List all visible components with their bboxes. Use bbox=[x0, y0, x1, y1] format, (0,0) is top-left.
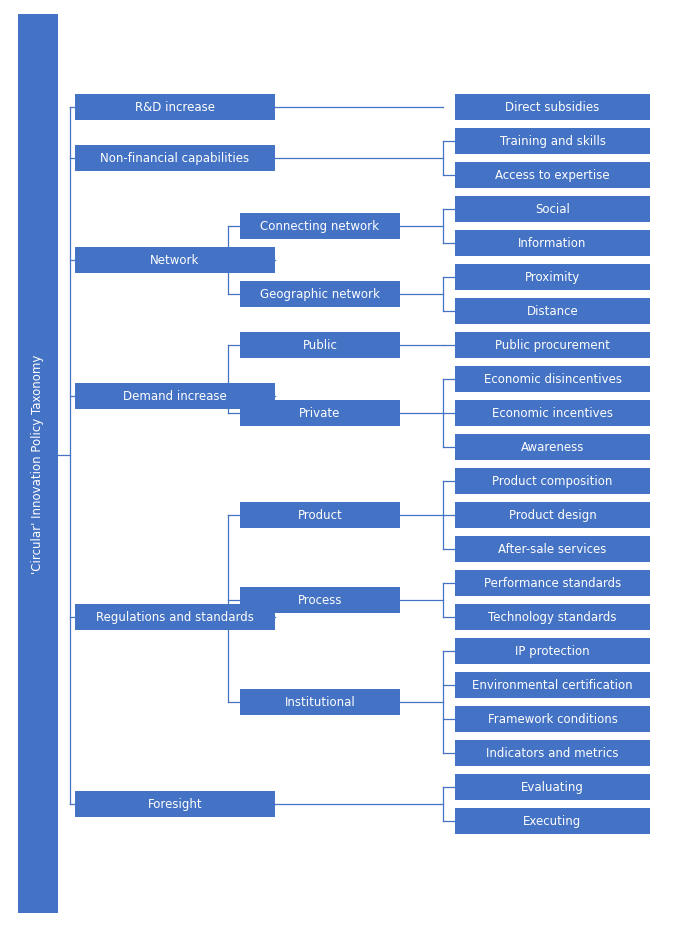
Text: Network: Network bbox=[151, 253, 200, 266]
FancyBboxPatch shape bbox=[455, 536, 650, 561]
Text: R&D increase: R&D increase bbox=[135, 101, 215, 114]
FancyBboxPatch shape bbox=[455, 434, 650, 460]
FancyBboxPatch shape bbox=[455, 604, 650, 630]
FancyBboxPatch shape bbox=[455, 264, 650, 290]
Text: Private: Private bbox=[299, 406, 341, 419]
Text: Product composition: Product composition bbox=[492, 474, 613, 487]
Text: Information: Information bbox=[518, 237, 587, 250]
Text: 'Circular' Innovation Policy Taxonomy: 'Circular' Innovation Policy Taxonomy bbox=[32, 354, 45, 574]
FancyBboxPatch shape bbox=[75, 247, 275, 273]
FancyBboxPatch shape bbox=[240, 586, 400, 612]
Text: Foresight: Foresight bbox=[148, 797, 202, 810]
Text: Public procurement: Public procurement bbox=[495, 339, 610, 352]
FancyBboxPatch shape bbox=[18, 15, 58, 913]
Text: Technology standards: Technology standards bbox=[488, 611, 617, 624]
Text: Economic disincentives: Economic disincentives bbox=[483, 373, 622, 386]
Text: Social: Social bbox=[535, 203, 570, 216]
FancyBboxPatch shape bbox=[455, 128, 650, 154]
FancyBboxPatch shape bbox=[455, 807, 650, 833]
Text: Direct subsidies: Direct subsidies bbox=[506, 101, 599, 114]
FancyBboxPatch shape bbox=[240, 400, 400, 426]
Text: Access to expertise: Access to expertise bbox=[495, 169, 610, 182]
FancyBboxPatch shape bbox=[455, 197, 650, 223]
Text: Environmental certification: Environmental certification bbox=[472, 678, 633, 691]
Text: Framework conditions: Framework conditions bbox=[487, 712, 618, 725]
Text: Process: Process bbox=[298, 593, 342, 606]
FancyBboxPatch shape bbox=[75, 604, 275, 630]
FancyBboxPatch shape bbox=[455, 400, 650, 426]
Text: Indicators and metrics: Indicators and metrics bbox=[486, 746, 619, 759]
Text: Awareness: Awareness bbox=[521, 441, 584, 454]
Text: Geographic network: Geographic network bbox=[260, 288, 380, 301]
Text: Regulations and standards: Regulations and standards bbox=[96, 611, 254, 624]
Text: Proximity: Proximity bbox=[525, 271, 580, 284]
Text: Distance: Distance bbox=[526, 304, 578, 317]
Text: After-sale services: After-sale services bbox=[498, 542, 607, 555]
FancyBboxPatch shape bbox=[455, 570, 650, 596]
FancyBboxPatch shape bbox=[455, 774, 650, 800]
FancyBboxPatch shape bbox=[455, 367, 650, 392]
FancyBboxPatch shape bbox=[455, 230, 650, 256]
Text: Demand increase: Demand increase bbox=[123, 390, 227, 403]
Text: Non-financial capabilities: Non-financial capabilities bbox=[101, 152, 250, 165]
Text: Training and skills: Training and skills bbox=[500, 135, 605, 148]
Text: Economic incentives: Economic incentives bbox=[492, 406, 613, 419]
FancyBboxPatch shape bbox=[455, 502, 650, 528]
FancyBboxPatch shape bbox=[455, 162, 650, 188]
FancyBboxPatch shape bbox=[455, 298, 650, 324]
Text: Product: Product bbox=[298, 509, 342, 522]
FancyBboxPatch shape bbox=[455, 740, 650, 766]
Text: Connecting network: Connecting network bbox=[261, 220, 379, 233]
FancyBboxPatch shape bbox=[75, 146, 275, 172]
Text: Evaluating: Evaluating bbox=[521, 780, 584, 793]
Text: Product design: Product design bbox=[509, 509, 597, 522]
FancyBboxPatch shape bbox=[240, 213, 400, 239]
FancyBboxPatch shape bbox=[240, 281, 400, 307]
FancyBboxPatch shape bbox=[240, 332, 400, 358]
FancyBboxPatch shape bbox=[455, 95, 650, 121]
Text: Institutional: Institutional bbox=[285, 695, 355, 708]
Text: Performance standards: Performance standards bbox=[484, 576, 621, 589]
FancyBboxPatch shape bbox=[240, 502, 400, 528]
FancyBboxPatch shape bbox=[455, 638, 650, 664]
Text: Public: Public bbox=[302, 339, 338, 352]
FancyBboxPatch shape bbox=[75, 383, 275, 409]
FancyBboxPatch shape bbox=[75, 791, 275, 817]
FancyBboxPatch shape bbox=[455, 332, 650, 358]
FancyBboxPatch shape bbox=[455, 672, 650, 698]
Text: Executing: Executing bbox=[523, 814, 582, 827]
Text: IP protection: IP protection bbox=[515, 644, 590, 657]
FancyBboxPatch shape bbox=[455, 705, 650, 731]
FancyBboxPatch shape bbox=[455, 468, 650, 494]
FancyBboxPatch shape bbox=[75, 95, 275, 121]
FancyBboxPatch shape bbox=[240, 689, 400, 715]
